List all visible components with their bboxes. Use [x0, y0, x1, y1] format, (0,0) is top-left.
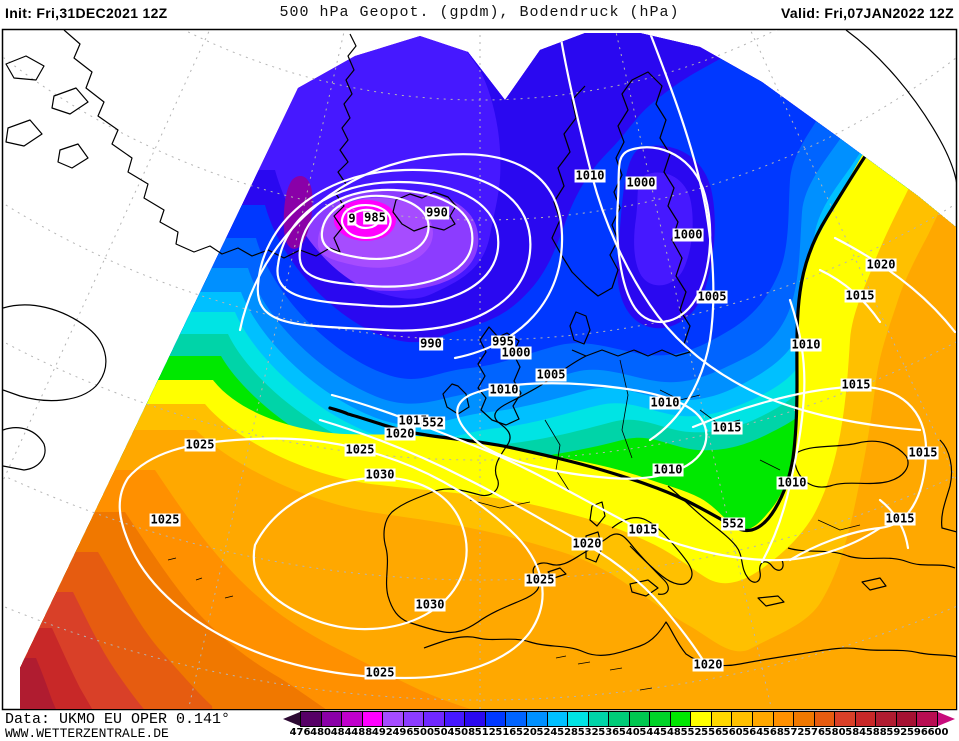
colorbar-tick: 480 — [310, 727, 332, 738]
arctic-islands — [5, 55, 89, 169]
colorbar-segment — [382, 712, 403, 726]
colorbar-tick: 552 — [680, 727, 702, 738]
greenland-coast — [63, 30, 357, 259]
colorbar-tick: 532 — [577, 727, 599, 738]
colorbar-tick: 520 — [515, 727, 537, 738]
init-datetime-label: Init: Fri,31DEC2021 12Z — [5, 5, 168, 21]
cyprus-coast — [861, 577, 887, 591]
geopotential-552-line — [328, 52, 938, 533]
colorbar-segment — [484, 712, 506, 726]
colorbar-segment — [813, 712, 835, 726]
colorbar-segment — [587, 712, 609, 726]
colorbar-tick: 512 — [474, 727, 496, 738]
colorbar-segment — [301, 712, 321, 726]
colorbar-segment — [854, 712, 876, 726]
colorbar-tick: 484 — [330, 727, 352, 738]
colorbar-tick: 544 — [639, 727, 661, 738]
colorbar-segment — [649, 712, 670, 726]
colorbar-tick: 596 — [906, 727, 928, 738]
corsica-coast — [589, 501, 606, 527]
colorbar-segment — [402, 712, 424, 726]
colorbar-tick: 592 — [886, 727, 908, 738]
colorbar-tick: 476 — [289, 727, 311, 738]
colorbar-tick: 492 — [371, 727, 393, 738]
north-africa-coast — [423, 621, 956, 667]
colorbar-segment — [464, 712, 485, 726]
colorbar-segment — [793, 712, 814, 726]
colorbar-tick: 504 — [433, 727, 455, 738]
colorbar-tick: 536 — [598, 727, 620, 738]
colorbar-right-arrow-icon — [938, 712, 955, 726]
colorbar-segment — [710, 712, 732, 726]
colorbar-segment — [423, 712, 444, 726]
colorbar-segment — [834, 712, 855, 726]
data-source-label: Data: UKMO EU OPER 0.141° — [5, 711, 231, 728]
colorbar-segment — [608, 712, 629, 726]
colorbar-segment — [567, 712, 588, 726]
caspian-coast — [939, 439, 956, 533]
labrador-coast — [3, 304, 107, 402]
iceland-coast — [392, 191, 457, 232]
colorbar-segment — [443, 712, 465, 726]
denmark-coast — [569, 311, 591, 345]
colorbar-tick: 556 — [701, 727, 723, 738]
colorbar-tick: 560 — [721, 727, 743, 738]
turkey-south-coast — [787, 547, 956, 569]
colorbar-tick: 508 — [454, 727, 476, 738]
black-sea-coast — [794, 440, 909, 488]
colorbar-tick: 584 — [845, 727, 867, 738]
website-label: WWW.WETTERZENTRALE.DE — [5, 726, 169, 741]
colorbar-tick: 540 — [618, 727, 640, 738]
colorbar-segment — [875, 712, 896, 726]
colorbar-segment — [916, 712, 937, 726]
sardinia-coast — [585, 531, 603, 563]
colorbar-segment — [546, 712, 568, 726]
colorbar-tick: 600 — [927, 727, 949, 738]
colorbar-left-arrow-icon — [283, 712, 300, 726]
colorbar-segment — [361, 712, 383, 726]
valid-datetime-label: Valid: Fri,07JAN2022 12Z — [781, 5, 954, 21]
colorbar-segment — [895, 712, 917, 726]
crete-coast — [757, 595, 785, 607]
colorbar-tick: 524 — [536, 727, 558, 738]
colorbar-tick: 500 — [413, 727, 434, 738]
colorbar-tick: 548 — [660, 727, 681, 738]
colorbar-tick: 516 — [495, 727, 517, 738]
colorbar-segment — [669, 712, 691, 726]
colorbar-segment — [752, 712, 773, 726]
britain-coast — [477, 326, 522, 426]
sicily-coast — [629, 579, 659, 597]
balkan-greece-coast — [667, 485, 784, 583]
colorbar-tick: 496 — [392, 727, 414, 738]
colorbar-segment — [505, 712, 527, 726]
colorbar-tick: 580 — [824, 727, 846, 738]
italy-adriatic-coast — [611, 516, 693, 585]
colorbar-tick: 576 — [804, 727, 825, 738]
colorbar-tick: 572 — [783, 727, 805, 738]
colorbar-segment — [526, 712, 547, 726]
colorbar-segment — [341, 712, 362, 726]
novaya-arc — [845, 30, 956, 183]
colorbar-tick: 488 — [351, 727, 373, 738]
colorbar-segment — [320, 712, 342, 726]
colorbar-tick-labels: 476 480 484 488 492 496 500 504 508 512 516 520 524 5… — [290, 727, 949, 739]
colorbar-tick: 568 — [762, 727, 784, 738]
colorbar-segments — [300, 711, 938, 727]
ireland-coast — [442, 383, 470, 415]
colorbar-tick: 588 — [865, 727, 887, 738]
colorbar-tick: 564 — [742, 727, 764, 738]
colorbar-segment — [731, 712, 753, 726]
colorbar-segment — [690, 712, 711, 726]
geopotential-colorbar: 476 480 484 488 492 496 500 504 508 512 516 520 524 5… — [283, 711, 955, 740]
chart-title: 500 hPa Geopot. (gpdm), Bodendruck (hPa) — [279, 4, 680, 21]
colorbar-segment — [772, 712, 794, 726]
country-borders — [167, 359, 861, 691]
colorbar-tick: 528 — [557, 727, 578, 738]
colorbar-segment — [628, 712, 650, 726]
